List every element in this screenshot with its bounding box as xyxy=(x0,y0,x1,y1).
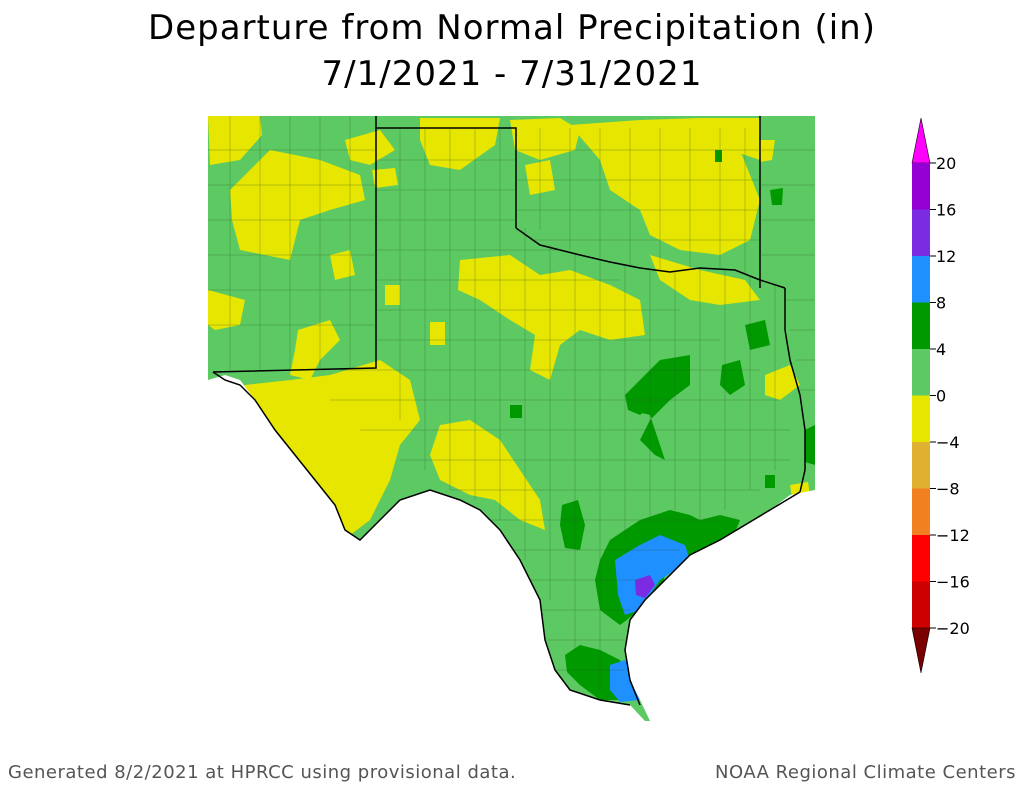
dry-areas xyxy=(208,116,810,535)
legend-tick-label: 8 xyxy=(936,294,946,313)
legend-swatch xyxy=(912,395,930,442)
county-lines xyxy=(208,116,815,690)
legend-tick-label: −4 xyxy=(936,433,960,452)
wet-areas-12-16 xyxy=(635,575,655,598)
legend: 20 16 12 8 4 0 −4 −8 −12 −16 −20 xyxy=(911,117,970,674)
legend-swatch xyxy=(912,209,930,256)
legend-swatch xyxy=(912,256,930,303)
legend-swatch xyxy=(912,442,930,489)
legend-top-arrow xyxy=(911,117,931,164)
generated-note: Generated 8/2/2021 at HPRCC using provis… xyxy=(8,762,517,783)
legend-swatch xyxy=(912,349,930,396)
map-title: Departure from Normal Precipitation (in) xyxy=(148,8,876,48)
legend-tick-label: 12 xyxy=(936,247,956,266)
non-region-areas xyxy=(208,375,815,721)
legend-tick-label: −20 xyxy=(936,619,970,638)
source-credit: NOAA Regional Climate Centers xyxy=(715,762,1016,783)
legend-swatch xyxy=(912,535,930,582)
legend-swatch xyxy=(912,581,930,628)
legend-tick-label: 20 xyxy=(936,154,956,173)
map-date-range: 7/1/2021 - 7/31/2021 xyxy=(321,54,703,94)
legend-tick-label: −8 xyxy=(936,480,960,499)
legend-tick-label: −16 xyxy=(936,573,970,592)
legend-swatch xyxy=(912,302,930,349)
legend-bottom-arrow xyxy=(911,627,931,674)
legend-tick-label: −12 xyxy=(936,526,970,545)
legend-swatch xyxy=(912,163,930,210)
legend-tick-label: 0 xyxy=(936,387,946,406)
map-canvas xyxy=(208,116,815,721)
legend-tick-label: 4 xyxy=(936,340,946,359)
legend-swatch xyxy=(912,488,930,535)
legend-tick-label: 16 xyxy=(936,201,956,220)
